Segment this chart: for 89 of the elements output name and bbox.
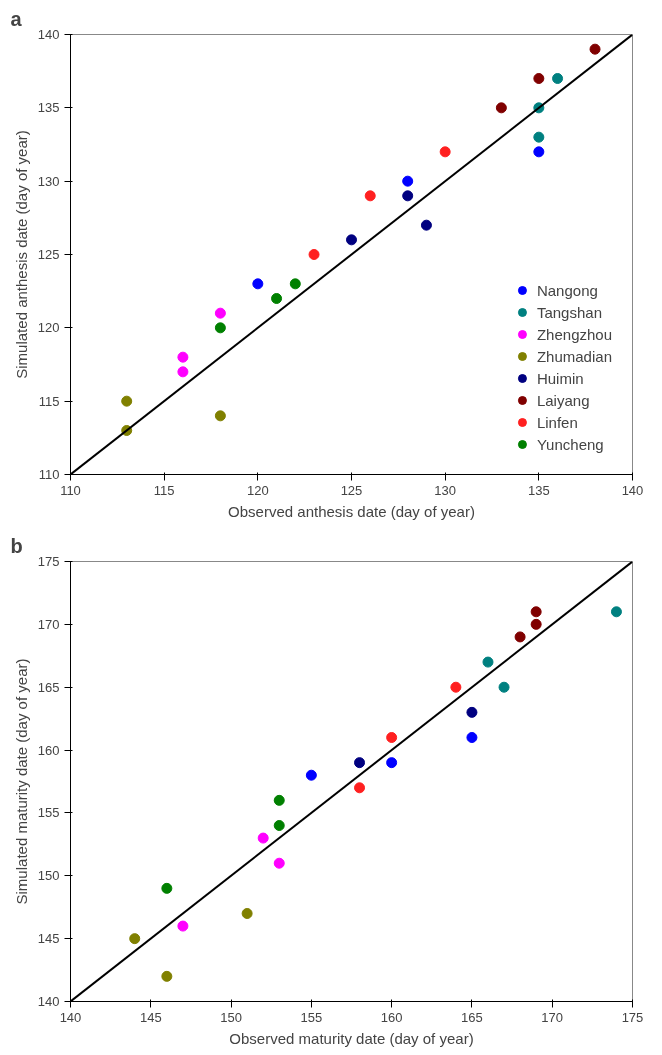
x-tick-label: 120 — [246, 482, 269, 498]
y-tick-label: 175 — [37, 554, 60, 569]
legend-label: Nangong — [536, 281, 598, 299]
x-tick-label: 170 — [541, 1009, 564, 1025]
point — [466, 732, 478, 743]
legend-label: Laiyang — [536, 391, 590, 409]
y-axis-title: Simulated maturity date (day of year) — [12, 658, 30, 905]
point — [273, 794, 285, 806]
y-tick-label: 165 — [37, 679, 60, 695]
y-tick-label: 135 — [37, 100, 60, 116]
point — [364, 190, 376, 202]
point — [402, 190, 414, 202]
x-tick-label: 140 — [621, 482, 644, 498]
y-tick-label: 140 — [37, 994, 60, 1009]
y-tick-label: 150 — [37, 868, 60, 884]
x-tick-label: 130 — [434, 482, 457, 498]
point — [552, 73, 564, 84]
point — [161, 882, 173, 894]
point — [271, 293, 283, 304]
point — [514, 631, 526, 643]
y-tick-label: 130 — [37, 173, 60, 189]
point — [495, 102, 507, 114]
x-axis-title: Observed anthesis date (day of year) — [228, 502, 475, 520]
point — [289, 278, 301, 290]
point — [305, 769, 317, 781]
point — [161, 970, 173, 982]
x-axis-title: Observed maturity date (day of year) — [229, 1029, 474, 1047]
point — [257, 832, 269, 844]
x-tick-label: 115 — [153, 482, 175, 498]
y-tick-label: 155 — [37, 805, 60, 821]
legend-label: Zhengzhou — [536, 325, 612, 343]
point — [273, 820, 285, 831]
y-tick-label: 115 — [38, 393, 60, 409]
point — [439, 146, 451, 158]
point — [533, 73, 545, 84]
point — [354, 757, 366, 769]
x-tick-label: 155 — [300, 1009, 323, 1025]
point — [530, 618, 542, 630]
point — [386, 732, 398, 743]
point — [121, 395, 133, 407]
x-tick-label: 150 — [220, 1009, 242, 1025]
point — [177, 920, 189, 932]
x-tick-label: 165 — [461, 1009, 483, 1025]
point — [533, 146, 545, 158]
point — [533, 131, 545, 143]
point — [386, 757, 398, 769]
point — [177, 366, 189, 378]
point — [129, 933, 141, 945]
legend-label: Yuncheng — [536, 435, 604, 453]
x-tick-label: 110 — [60, 482, 81, 498]
x-tick-label: 135 — [527, 482, 550, 498]
point — [273, 857, 285, 869]
y-tick-label: 145 — [37, 931, 60, 947]
legend-label: Zhumadian — [536, 347, 612, 365]
point — [346, 234, 357, 246]
x-tick-label: 175 — [621, 1009, 644, 1025]
point — [450, 681, 462, 693]
point — [610, 606, 622, 618]
point — [402, 175, 414, 187]
y-tick-label: 170 — [37, 616, 60, 632]
point — [466, 706, 478, 718]
point — [308, 249, 320, 260]
x-tick-label: 125 — [340, 482, 363, 498]
point — [214, 307, 226, 319]
point — [177, 351, 189, 363]
chart-title: b — [10, 534, 23, 557]
x-tick-label: 140 — [59, 1009, 82, 1025]
legend-label: Tangshan — [536, 303, 602, 321]
point — [354, 782, 366, 794]
point — [420, 219, 432, 231]
x-tick-label: 145 — [139, 1009, 162, 1025]
y-tick-label: 140 — [37, 27, 60, 42]
point — [589, 43, 601, 55]
chart-title: a — [10, 7, 23, 30]
point — [530, 606, 542, 618]
y-tick-label: 120 — [37, 320, 60, 336]
y-tick-label: 160 — [37, 742, 60, 758]
legend-label: Huimin — [536, 369, 584, 387]
point — [252, 278, 264, 290]
y-tick-label: 110 — [38, 467, 60, 482]
y-axis-title: Simulated anthesis date (day of year) — [12, 130, 30, 379]
point — [214, 322, 226, 334]
point — [482, 656, 494, 668]
point — [241, 908, 253, 919]
legend-label: Linfen — [536, 413, 578, 431]
y-tick-label: 125 — [37, 247, 60, 262]
point — [214, 410, 226, 422]
point — [498, 681, 510, 693]
x-tick-label: 160 — [380, 1009, 403, 1025]
